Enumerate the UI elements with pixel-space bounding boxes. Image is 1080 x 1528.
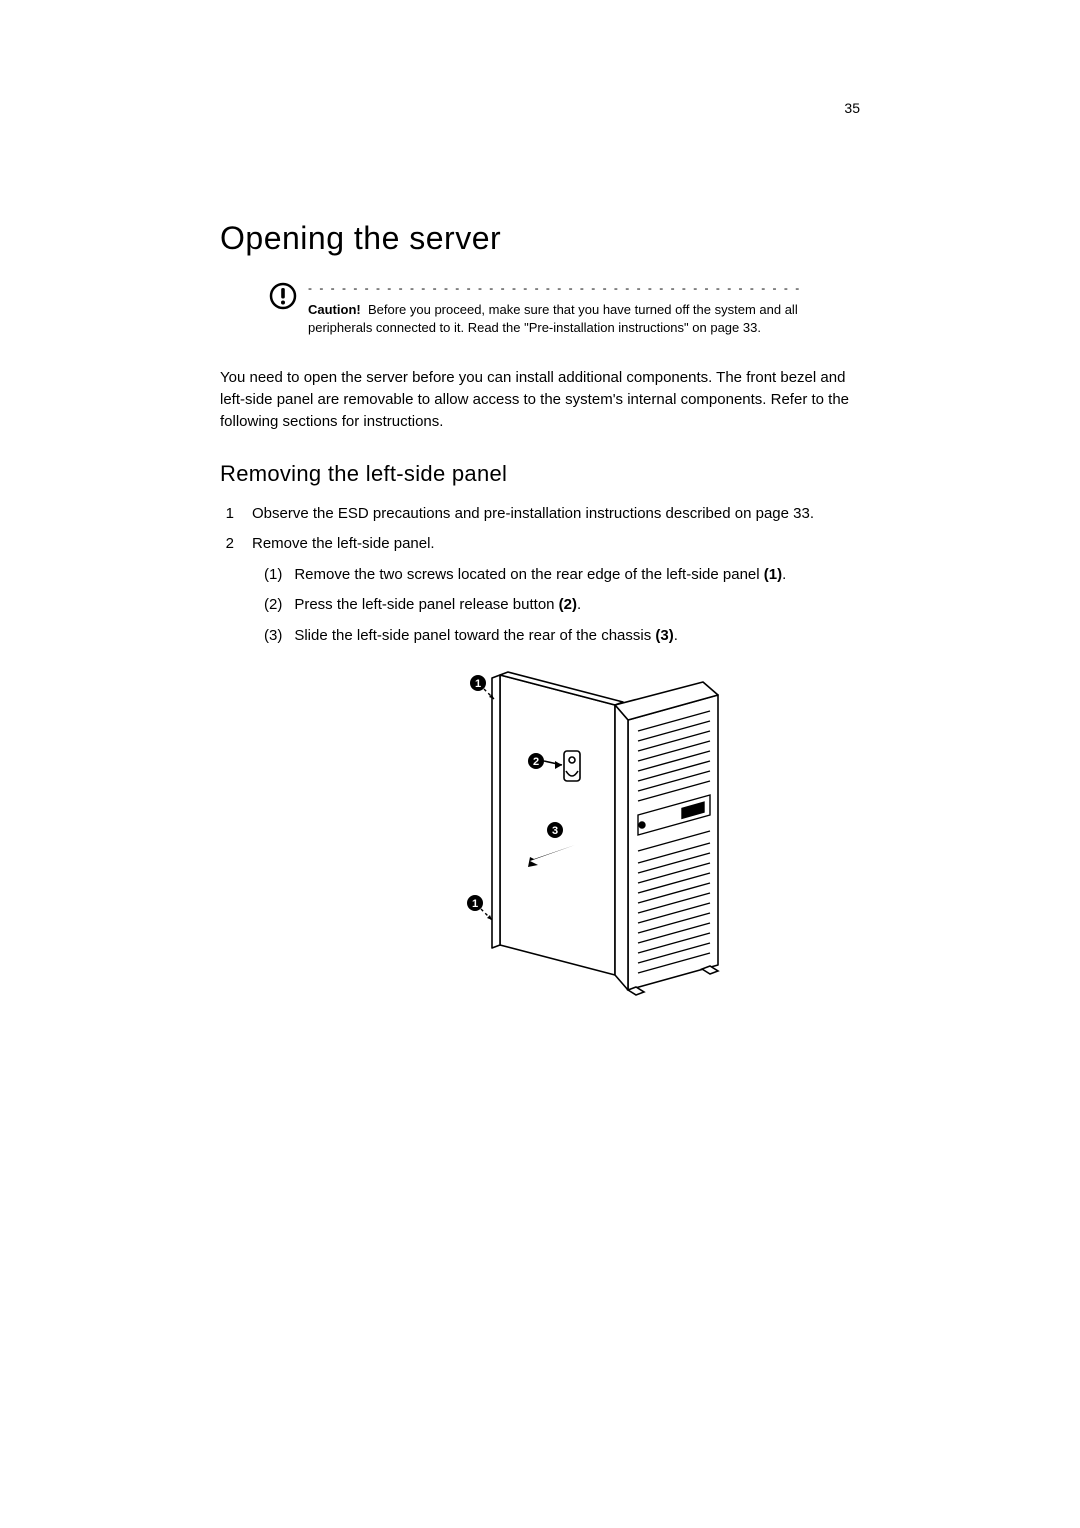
sub-list-text: Slide the left-side panel toward the rea… (294, 625, 678, 648)
sub-list-number: (2) (264, 594, 282, 617)
substep-pre: Press the left-side panel release button (294, 596, 558, 613)
substep-pre: Slide the left-side panel toward the rea… (294, 627, 655, 644)
sub-list-item: (2) Press the left-side panel release bu… (264, 594, 860, 617)
list-text: Remove the left-side panel. (252, 533, 435, 556)
page-title: Opening the server (220, 220, 860, 257)
caution-body-text: Before you proceed, make sure that you h… (308, 302, 798, 335)
callout-1-top: 1 (475, 678, 481, 690)
sub-list: (1) Remove the two screws located on the… (220, 564, 860, 648)
sub-list-item: (1) Remove the two screws located on the… (264, 564, 860, 587)
caution-icon (268, 281, 298, 316)
substep-bold: (1) (764, 566, 782, 583)
sub-list-item: (3) Slide the left-side panel toward the… (264, 625, 860, 648)
substep-bold: (2) (559, 596, 577, 613)
list-number: 1 (220, 503, 234, 526)
substep-pre: Remove the two screws located on the rea… (294, 566, 763, 583)
substep-post: . (782, 566, 786, 583)
caution-label: Caution! (308, 302, 361, 317)
callout-1-bottom: 1 (472, 898, 478, 910)
caution-block: - - - - - - - - - - - - - - - - - - - - … (220, 281, 860, 337)
figure-server-panel: 1 2 3 1 (220, 665, 860, 1005)
sub-list-number: (1) (264, 564, 282, 587)
section-heading: Removing the left-side panel (220, 461, 860, 487)
sub-list-text: Press the left-side panel release button… (294, 594, 581, 617)
substep-post: . (577, 596, 581, 613)
callout-3: 3 (552, 825, 558, 837)
caution-dots: - - - - - - - - - - - - - - - - - - - - … (308, 281, 860, 295)
substep-bold: (3) (655, 627, 673, 644)
sub-list-number: (3) (264, 625, 282, 648)
caution-text: Caution! Before you proceed, make sure t… (308, 301, 860, 337)
callout-2: 2 (533, 756, 539, 768)
body-paragraph: You need to open the server before you c… (220, 367, 860, 432)
list-number: 2 (220, 533, 234, 556)
sub-list-text: Remove the two screws located on the rea… (294, 564, 786, 587)
list-item: 1 Observe the ESD precautions and pre-in… (220, 503, 860, 526)
page-number: 35 (844, 100, 860, 116)
list-text: Observe the ESD precautions and pre-inst… (252, 503, 814, 526)
substep-post: . (674, 627, 678, 644)
list-item: 2 Remove the left-side panel. (220, 533, 860, 556)
numbered-list: 1 Observe the ESD precautions and pre-in… (220, 503, 860, 648)
